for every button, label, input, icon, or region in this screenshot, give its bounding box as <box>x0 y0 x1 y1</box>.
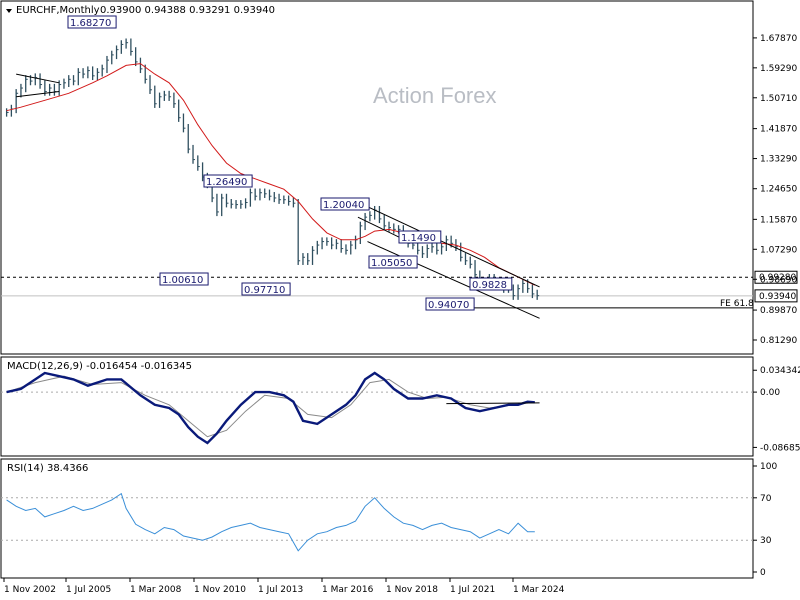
price-ytick-label: 1.50710 <box>760 94 797 104</box>
macd-ytick-label: 0.034342 <box>760 366 800 376</box>
fe-label: FE 61.8 <box>720 299 754 309</box>
macd-pane-frame <box>0 356 754 457</box>
symbol-text: EURCHF,Monthly <box>16 5 100 16</box>
price-ytick-label: 0.81290 <box>760 336 797 346</box>
price-pane-frame <box>0 0 754 355</box>
header: EURCHF,Monthly 0.93900 0.94388 0.93291 0… <box>6 5 275 16</box>
rsi-ytick-label: 30 <box>760 536 772 546</box>
level-label-box <box>203 174 253 188</box>
rsi-series <box>1 492 753 552</box>
price-ytick-label: 0.89870 <box>760 306 797 316</box>
rsi-ytick-label: 70 <box>760 494 772 504</box>
rsi-line <box>6 492 535 552</box>
macd-title: MACD(12,26,9) -0.016454 -0.016345 <box>7 361 192 372</box>
watermark: Action Forex <box>373 83 497 108</box>
macd-series <box>1 371 753 445</box>
price-ytick-label: 1.59290 <box>760 64 797 74</box>
level-label: 1.68270 <box>70 18 111 29</box>
xtick-label: 1 Mar 2016 <box>322 585 374 595</box>
channel-upper-line <box>367 206 540 288</box>
macd-ytick-label: -0.086853 <box>760 443 800 453</box>
level-label-box <box>425 297 475 311</box>
level-label-box <box>398 230 442 244</box>
level-label: 1.05050 <box>371 258 412 269</box>
level-label-box <box>368 255 418 269</box>
price-series <box>5 38 540 300</box>
resistance-price-box <box>754 270 798 284</box>
price-ytick-label: 1.67870 <box>760 34 797 44</box>
triangle-upper-line <box>16 73 60 84</box>
price-ytick-label: 0.98690 <box>760 275 797 285</box>
level-label-box <box>469 277 513 291</box>
rsi-ytick-label: 0 <box>760 568 766 578</box>
dropdown-triangle-icon[interactable] <box>6 9 12 13</box>
rsi-yaxis: 100 70 30 0 <box>753 462 777 578</box>
level-label: 0.94070 <box>428 300 469 311</box>
level-label: 1.20040 <box>323 200 364 211</box>
xtick-label: 1 Jul 2013 <box>258 585 303 595</box>
price-ytick-label: 1.24650 <box>760 185 797 195</box>
xtick-label: 1 Jul 2005 <box>66 585 111 595</box>
price-ytick-label: 1.33290 <box>760 155 797 165</box>
xtick-label: 1 Nov 2010 <box>194 585 246 595</box>
macd-ytick-label: 0.00 <box>760 388 780 398</box>
macd-pane: MACD(12,26,9) -0.016454 -0.016345 0.0343… <box>1 361 800 453</box>
xtick-label: 1 Nov 2002 <box>4 585 56 595</box>
price-ytick-label: 1.41870 <box>760 125 797 135</box>
rsi-ytick-label: 100 <box>760 462 777 472</box>
price-ytick-label: 1.07290 <box>760 245 797 255</box>
rsi-title: RSI(14) 38.4366 <box>7 463 88 474</box>
resistance-price-label: 0.99280 <box>759 273 796 283</box>
level-label: 1.00610 <box>162 275 203 286</box>
xtick-label: 1 Mar 2024 <box>513 585 565 595</box>
price-labels: 1.68270 1.26490 1.00610 0.97710 1.20040 1.149… <box>67 15 513 311</box>
price-yaxis: 1.67870 1.59290 1.50710 1.41870 1.33290 1.246… <box>753 34 797 346</box>
level-label: 1.1490 <box>401 233 436 244</box>
macd-line <box>6 371 535 445</box>
macd-yaxis: 0.034342 0.00 -0.086853 <box>753 366 800 453</box>
macd-trendline <box>446 402 540 405</box>
current-price-label: 0.93940 <box>759 292 796 302</box>
ema-line <box>6 63 536 286</box>
x-axis: 1 Nov 2002 1 Jul 2005 1 Mar 2008 1 Nov 2010… <box>3 578 565 595</box>
level-label: 1.26490 <box>206 177 247 188</box>
channel-lower-line <box>367 241 540 319</box>
level-label: 0.97710 <box>244 285 285 296</box>
ohlc-text: 0.93900 0.94388 0.93291 0.93940 <box>100 5 275 16</box>
level-label-box <box>320 197 370 211</box>
rsi-pane: RSI(14) 38.4366 100 70 30 0 <box>1 462 777 578</box>
level-label-box <box>159 272 209 286</box>
price-grid: 0.99280 0.93940 FE 61.8 <box>1 270 798 309</box>
xtick-label: 1 Nov 2018 <box>386 585 438 595</box>
level-label-box <box>241 282 291 296</box>
trend-segment <box>357 216 402 239</box>
price-pane: 0.99280 0.93940 FE 61.8 1.68270 1.26490 1.00… <box>1 15 798 346</box>
current-price-box <box>754 289 798 303</box>
price-ytick-label: 1.15870 <box>760 215 797 225</box>
level-label: 0.9828 <box>472 280 507 291</box>
triangle-lower-line <box>16 91 60 98</box>
xtick-label: 1 Jul 2021 <box>450 585 495 595</box>
level-label-box <box>67 15 117 29</box>
xtick-label: 1 Mar 2008 <box>130 585 182 595</box>
rsi-pane-frame <box>0 458 754 579</box>
